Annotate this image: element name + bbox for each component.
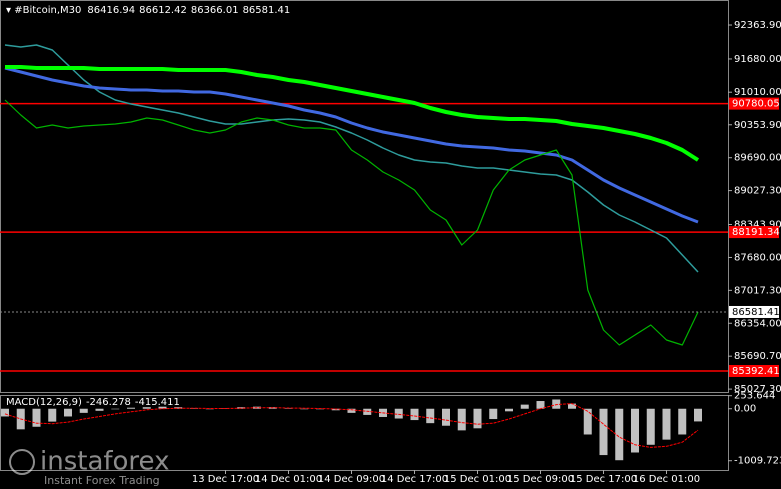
macd-bar bbox=[520, 404, 529, 409]
macd-bar bbox=[646, 408, 655, 445]
x-tick-label: 15 Dec 01:00 bbox=[444, 474, 511, 485]
macd-bar bbox=[1, 408, 9, 417]
x-tick-label: 14 Dec 09:00 bbox=[318, 474, 385, 485]
y-tick-label: 91680.00 bbox=[734, 54, 781, 65]
macd-bar bbox=[331, 408, 340, 411]
macd-bar bbox=[473, 408, 482, 429]
symbol-arrow: ▾ bbox=[6, 5, 14, 16]
macd-pane bbox=[0, 395, 729, 471]
watermark-tagline: Instant Forex Trading bbox=[44, 474, 160, 487]
macd-bar bbox=[442, 408, 450, 426]
y-tick-label: 85690.70 bbox=[734, 351, 781, 362]
macd-bar bbox=[158, 406, 167, 409]
y-tick-label: 90353.90 bbox=[734, 120, 781, 131]
x-tick-label: 15 Dec 17:00 bbox=[570, 474, 637, 485]
moving-average bbox=[5, 65, 700, 162]
level-label: 88191.34 bbox=[732, 227, 780, 238]
last-price-label: 86581.41 bbox=[732, 307, 780, 318]
x-tick-label: 14 Dec 17:00 bbox=[381, 474, 448, 485]
y-tick-label: 91010.00 bbox=[734, 87, 781, 98]
level-label-bg bbox=[729, 364, 779, 377]
moving-average bbox=[4, 44, 699, 273]
y-tick-label: 86354.00 bbox=[734, 318, 781, 329]
price-pane bbox=[0, 0, 729, 393]
watermark: instaforex Instant Forex Trading bbox=[9, 447, 169, 487]
y-tick-label: 85027.30 bbox=[734, 384, 781, 395]
macd-bar bbox=[662, 408, 671, 440]
macd-bar bbox=[678, 408, 687, 435]
y-tick-label: 253.644 bbox=[734, 391, 775, 402]
watermark-brand: instaforex bbox=[40, 447, 169, 477]
macd-bar bbox=[599, 408, 608, 456]
macd-bar bbox=[95, 408, 104, 411]
macd-bar bbox=[631, 408, 639, 453]
high: 86612.42 bbox=[139, 5, 187, 16]
macd-bar bbox=[316, 408, 324, 410]
y-tick-label: 92363.90 bbox=[734, 20, 781, 31]
level-label: 90780.05 bbox=[732, 99, 780, 110]
macd-label: MACD(12,26,9) -246.278 -415.411 bbox=[6, 397, 180, 408]
y-tick-label: 87680.00 bbox=[734, 252, 781, 263]
macd-bar bbox=[347, 408, 356, 413]
x-tick-label: 13 Dec 17:00 bbox=[192, 474, 259, 485]
open: 86416.94 bbox=[87, 5, 135, 16]
macd-value: -246.278 bbox=[86, 397, 131, 408]
macd-bar bbox=[142, 407, 151, 409]
macd-bar bbox=[536, 401, 545, 409]
price-line bbox=[4, 99, 699, 346]
y-tick-label: 88343.90 bbox=[734, 220, 781, 231]
macd-bar bbox=[394, 408, 403, 419]
signal-line bbox=[4, 403, 699, 448]
macd-bar bbox=[111, 408, 120, 410]
header: ▾ #Bitcoin,M30 86416.94 86612.42 86366.01 86… bbox=[6, 5, 290, 16]
last-price-bg bbox=[729, 305, 779, 318]
level-label-bg bbox=[729, 226, 779, 239]
macd-bar bbox=[127, 407, 135, 409]
macd-bar bbox=[568, 403, 576, 409]
macd-bar bbox=[64, 408, 72, 417]
macd-bar bbox=[190, 408, 198, 409]
y-tick-label: -1009.723 bbox=[734, 456, 781, 467]
signal-value: -415.411 bbox=[135, 397, 180, 408]
macd-bar bbox=[583, 408, 592, 435]
close: 86581.41 bbox=[243, 5, 291, 16]
y-tick-label: 87017.30 bbox=[734, 285, 781, 296]
macd-bar bbox=[300, 408, 309, 410]
x-tick-label: 14 Dec 01:00 bbox=[255, 474, 322, 485]
level-label: 85392.41 bbox=[732, 366, 780, 377]
x-tick-label: 16 Dec 01:00 bbox=[633, 474, 700, 485]
macd-bar bbox=[694, 408, 702, 422]
level-label-bg bbox=[729, 97, 779, 110]
y-tick-label: 89027.30 bbox=[734, 186, 781, 197]
macd-bar bbox=[48, 408, 57, 422]
macd-bar bbox=[205, 408, 214, 410]
y-tick-label: 89690.00 bbox=[734, 153, 781, 164]
macd-bar bbox=[426, 408, 435, 424]
macd-bar bbox=[363, 408, 372, 415]
macd-bar bbox=[79, 408, 88, 413]
macd-bar bbox=[32, 408, 41, 427]
x-tick-label: 15 Dec 09:00 bbox=[507, 474, 574, 485]
watermark-logo bbox=[9, 449, 35, 475]
y-tick-label: 0.00 bbox=[734, 404, 756, 415]
macd-bar bbox=[410, 408, 419, 421]
macd-bar bbox=[174, 407, 183, 409]
macd-name: MACD(12,26,9) bbox=[6, 397, 82, 408]
macd-bar bbox=[457, 408, 466, 431]
moving-average bbox=[4, 66, 699, 224]
symbol: #Bitcoin,M30 bbox=[14, 5, 81, 16]
macd-bar bbox=[615, 408, 624, 461]
macd-bar bbox=[489, 408, 498, 420]
macd-bar bbox=[505, 408, 513, 412]
low: 86366.01 bbox=[191, 5, 239, 16]
